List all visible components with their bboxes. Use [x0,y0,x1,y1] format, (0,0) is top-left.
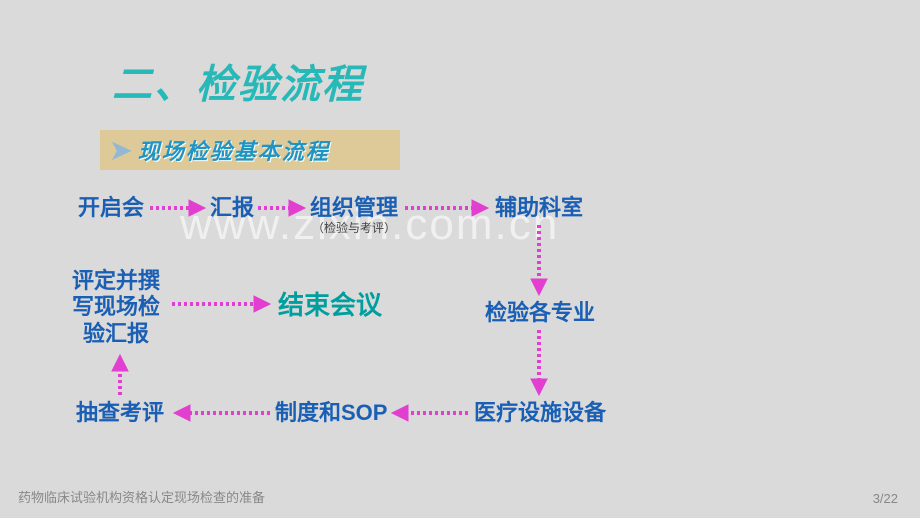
banner-text: 现场检验基本流程 [138,134,330,166]
flow-node-start: 开启会 [78,195,144,221]
flow-node-equip: 医疗设施设备 [474,400,606,426]
flow-node-sample: 抽查考评 [76,400,164,426]
flow-node-special: 检验各专业 [485,300,595,326]
slide: 二、检验流程 ➤ 现场检验基本流程 www.zixin.com.cn 开启会汇报… [0,0,920,518]
chevron-icon: ➤ [110,135,132,166]
flow-node-sop: 制度和SOP [275,400,387,426]
flow-node-report: 汇报 [210,195,254,221]
flow-node-assess: 评定并撰写现场检验汇报 [72,268,160,347]
footer-text: 药物临床试验机构资格认定现场检查的准备 [18,487,265,506]
page-number: 3/22 [873,491,898,506]
page-title: 二、检验流程 [112,52,364,110]
flow-node-org: 组织管理（检验与考评） [310,195,398,236]
banner: ➤ 现场检验基本流程 [100,130,400,170]
flow-node-end: 结束会议 [278,290,382,321]
flow-node-aux: 辅助科室 [495,195,583,221]
